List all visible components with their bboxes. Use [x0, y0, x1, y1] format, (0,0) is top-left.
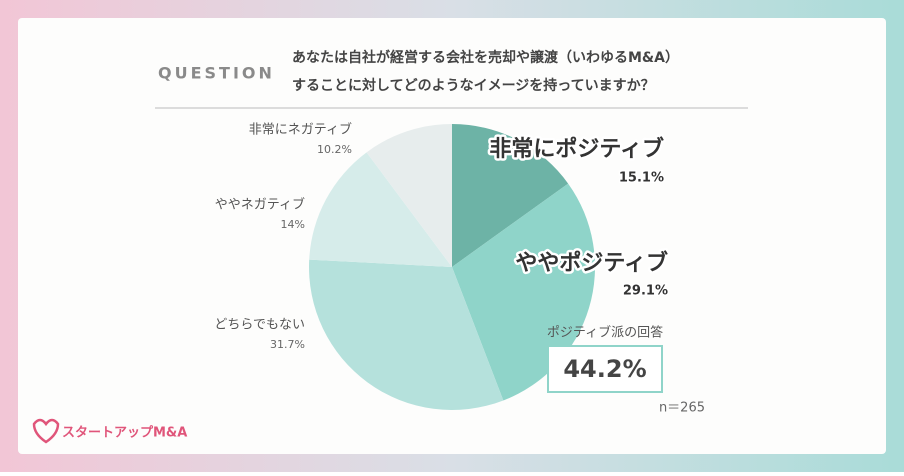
brand: スタートアップM&A: [62, 426, 187, 441]
pie: [309, 124, 595, 410]
category-label: どちらでもない: [214, 318, 305, 333]
value-label: 29.1%: [623, 284, 668, 299]
pie-slice: [309, 259, 504, 410]
sample-size: n＝265: [659, 401, 705, 416]
pie-slice: [366, 124, 452, 267]
summary-value: 44.2%: [563, 355, 646, 383]
kicker: QUESTION: [158, 64, 275, 83]
summary-box: [547, 345, 663, 393]
question-line: あなたは自社が経営する会社を売却や譲渡（いわゆるM&A）: [292, 49, 679, 66]
value-label: 10.2%: [317, 143, 352, 156]
category-label: ややネガティブ: [215, 197, 305, 213]
category-label: 非常にポジティブ: [489, 136, 664, 162]
pie-slice: [452, 124, 569, 267]
question-line: することに対してどのようなイメージを持っていますか？: [292, 77, 655, 94]
value-label: 14%: [281, 218, 305, 231]
summary-label: ポジティブ派の回答: [547, 325, 663, 341]
value-label: 31.7%: [270, 338, 305, 351]
labels: 非常にポジティブ 15.1% ややポジティブ 29.1% どちらでもない 31.7% ややネ…: [214, 122, 670, 352]
logo-icon: [32, 418, 60, 444]
value-label: 15.1%: [619, 171, 664, 186]
pie-slice: [309, 152, 452, 267]
category-label: ややポジティブ: [515, 250, 668, 276]
category-label: 非常にネガティブ: [249, 122, 352, 138]
